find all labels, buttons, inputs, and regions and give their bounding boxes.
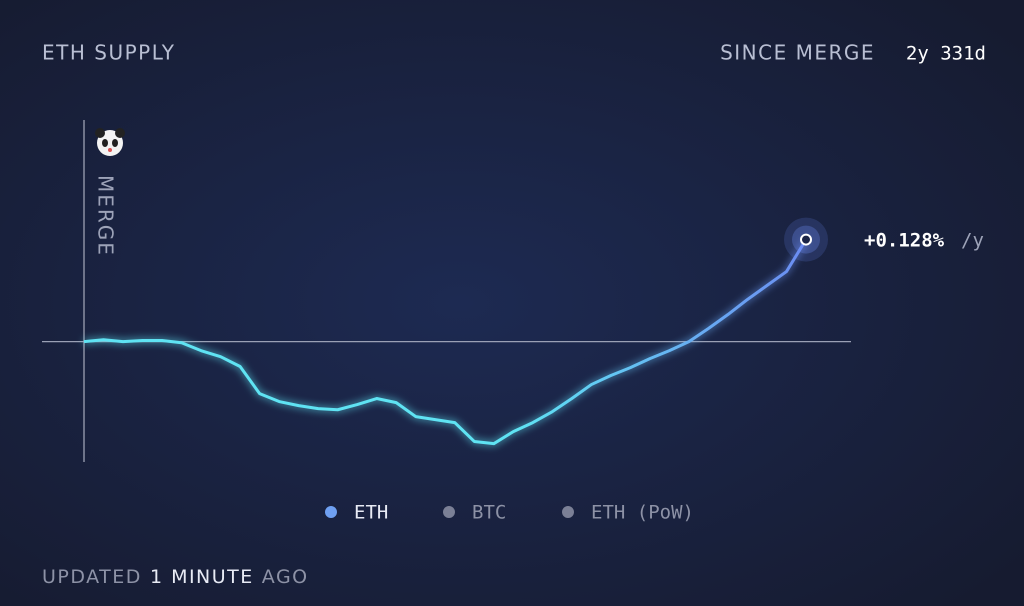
legend-label: BTC: [472, 502, 506, 524]
chart-title: ETH SUPPLY: [42, 41, 175, 65]
footer-part: 1 MINUTE: [150, 566, 254, 588]
footer-part: UPDATED: [42, 566, 142, 588]
legend-swatch: [562, 506, 574, 518]
since-value: 2y 331d: [906, 43, 986, 65]
footer: UPDATED 1 MINUTE AGO: [42, 566, 309, 588]
merge-label: MERGE: [94, 175, 118, 257]
legend-label: ETH (PoW): [591, 502, 694, 524]
end-point: [800, 233, 812, 246]
legend-item[interactable]: ETH: [325, 502, 388, 524]
series-line: [83, 238, 808, 446]
legend-item[interactable]: BTC: [443, 502, 506, 524]
legend-label: ETH: [354, 502, 388, 524]
panda-icon: [95, 128, 125, 156]
since-label: SINCE MERGE: [720, 41, 875, 65]
legend-item[interactable]: ETH (PoW): [562, 502, 694, 524]
legend-swatch: [325, 506, 337, 518]
legend-swatch: [443, 506, 455, 518]
rate-unit: /y: [961, 230, 984, 252]
rate-label: +0.128%: [864, 230, 945, 252]
footer-part: AGO: [262, 566, 309, 588]
